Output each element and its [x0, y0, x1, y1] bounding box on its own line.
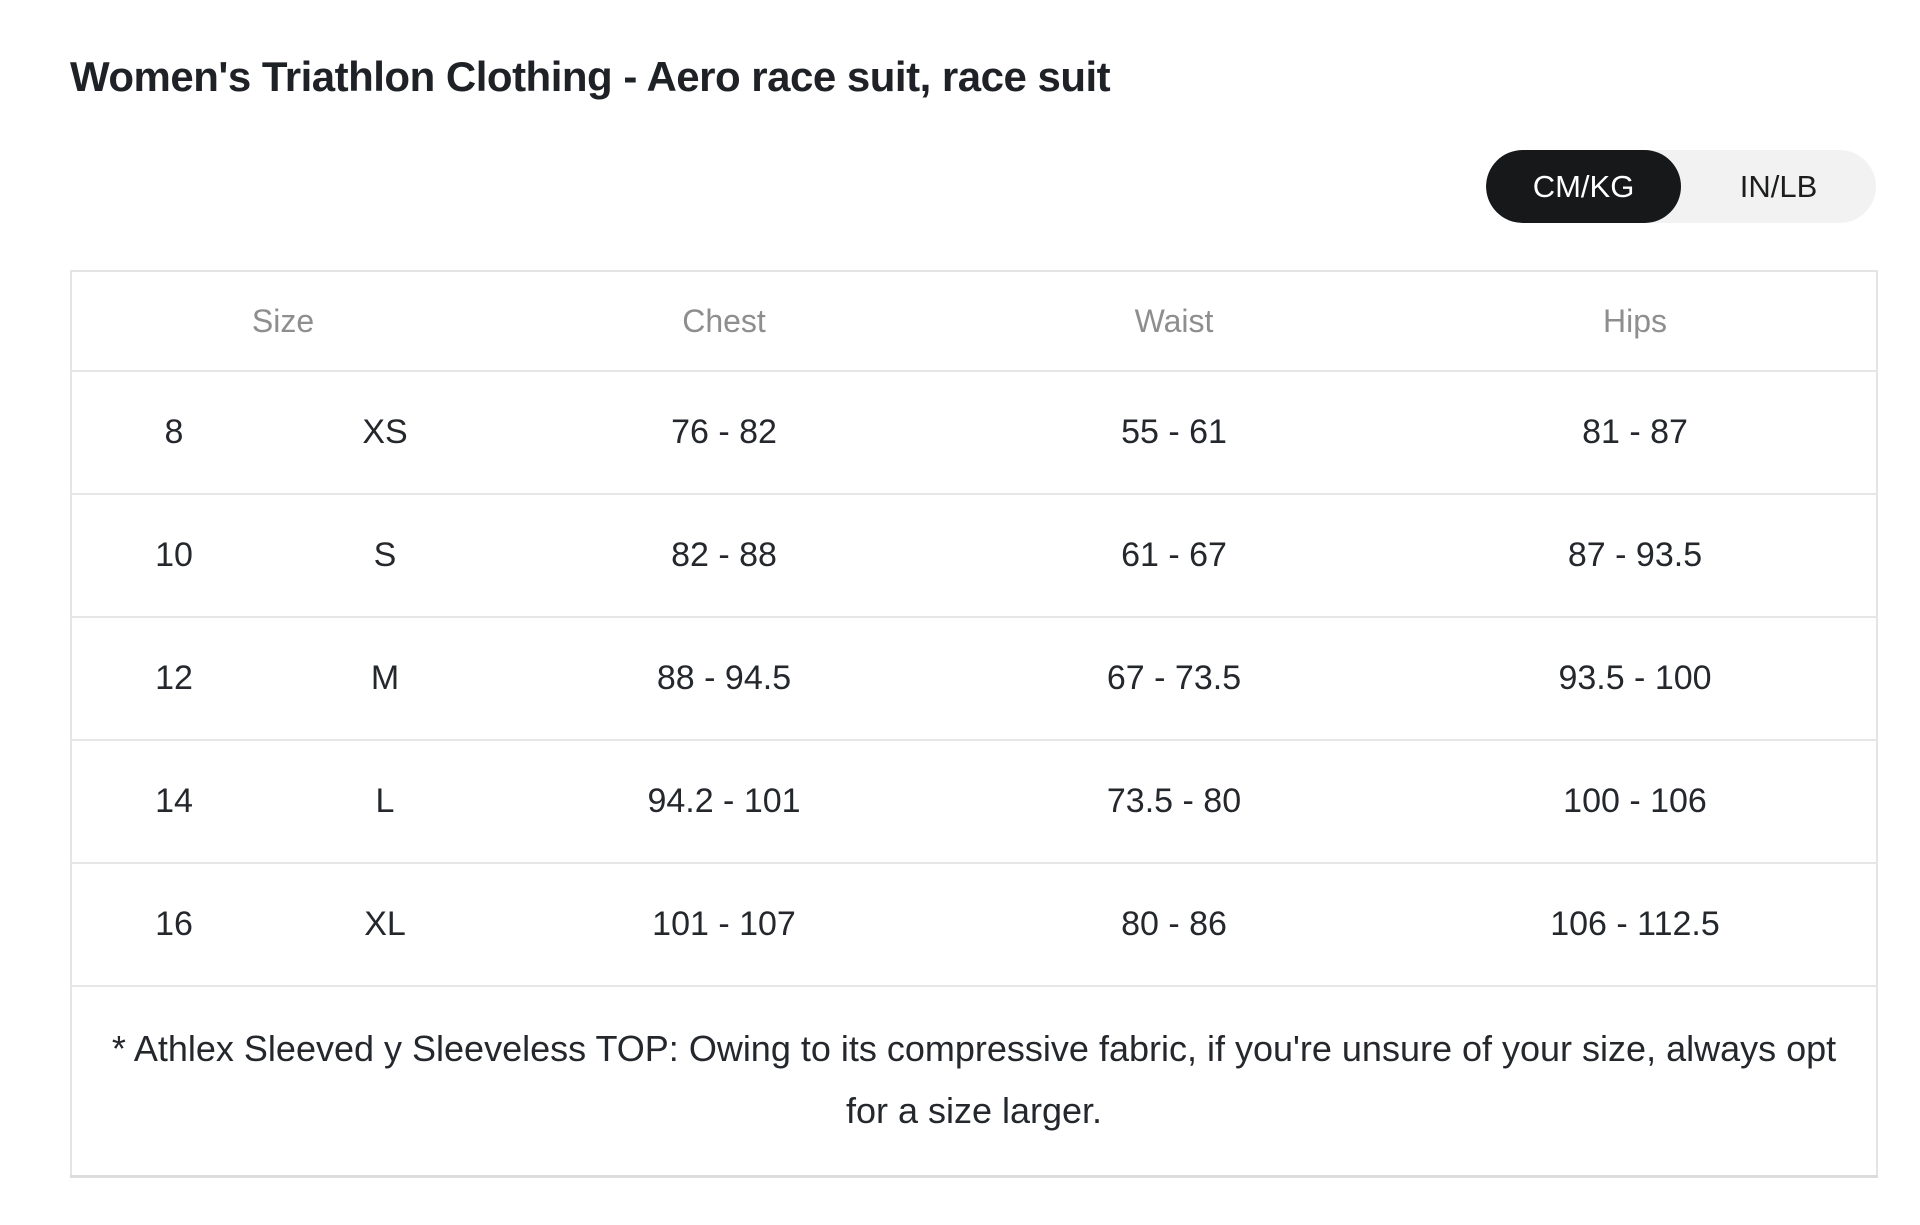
size-letter-cell: L	[276, 740, 494, 865]
table-row: 8 XS 76 - 82 55 - 61 81 - 87	[71, 371, 1877, 496]
column-header-hips: Hips	[1394, 271, 1877, 373]
chest-cell: 94.2 - 101	[494, 740, 954, 865]
unit-toggle: CM/KG IN/LB	[1486, 150, 1876, 224]
size-letter-cell: XL	[276, 863, 494, 988]
size-letter-cell: M	[276, 617, 494, 742]
size-letter-cell: XS	[276, 371, 494, 496]
hips-cell: 100 - 106	[1394, 740, 1877, 865]
size-chart-body: 8 XS 76 - 82 55 - 61 81 - 87 10 S 82 - 8…	[71, 371, 1877, 988]
size-chart-table: Size Chest Waist Hips 8 XS 76 - 82 55 - …	[70, 270, 1878, 1179]
size-number-cell: 16	[71, 863, 276, 988]
size-chart-header: Size Chest Waist Hips	[71, 271, 1877, 373]
column-header-size: Size	[71, 271, 494, 373]
size-letter-cell: S	[276, 494, 494, 619]
column-header-waist: Waist	[954, 271, 1394, 373]
size-footnote: * Athlex Sleeved y Sleeveless TOP: Owing…	[111, 1028, 1837, 1132]
size-chart-footer: * Athlex Sleeved y Sleeveless TOP: Owing…	[71, 986, 1877, 1177]
unit-toggle-cmkg-button[interactable]: CM/KG	[1486, 150, 1681, 224]
waist-cell: 61 - 67	[954, 494, 1394, 619]
table-row: 14 L 94.2 - 101 73.5 - 80 100 - 106	[71, 740, 1877, 865]
chest-cell: 101 - 107	[494, 863, 954, 988]
size-number-cell: 8	[71, 371, 276, 496]
chest-cell: 82 - 88	[494, 494, 954, 619]
chest-cell: 88 - 94.5	[494, 617, 954, 742]
unit-toggle-inlb-button[interactable]: IN/LB	[1681, 150, 1876, 223]
table-row: 10 S 82 - 88 61 - 67 87 - 93.5	[71, 494, 1877, 619]
header-row: Size Chest Waist Hips	[71, 271, 1877, 373]
hips-cell: 106 - 112.5	[1394, 863, 1877, 988]
hips-cell: 81 - 87	[1394, 371, 1877, 496]
unit-toggle-row: CM/KG IN/LB	[70, 150, 1876, 224]
table-row: 12 M 88 - 94.5 67 - 73.5 93.5 - 100	[71, 617, 1877, 742]
size-number-cell: 10	[71, 494, 276, 619]
size-number-cell: 12	[71, 617, 276, 742]
waist-cell: 67 - 73.5	[954, 617, 1394, 742]
hips-cell: 93.5 - 100	[1394, 617, 1877, 742]
chest-cell: 76 - 82	[494, 371, 954, 496]
page-title: Women's Triathlon Clothing - Aero race s…	[70, 53, 1111, 100]
footnote-row: * Athlex Sleeved y Sleeveless TOP: Owing…	[71, 986, 1877, 1177]
waist-cell: 80 - 86	[954, 863, 1394, 988]
waist-cell: 73.5 - 80	[954, 740, 1394, 865]
waist-cell: 55 - 61	[954, 371, 1394, 496]
table-row: 16 XL 101 - 107 80 - 86 106 - 112.5	[71, 863, 1877, 988]
column-header-chest: Chest	[494, 271, 954, 373]
hips-cell: 87 - 93.5	[1394, 494, 1877, 619]
size-number-cell: 14	[71, 740, 276, 865]
